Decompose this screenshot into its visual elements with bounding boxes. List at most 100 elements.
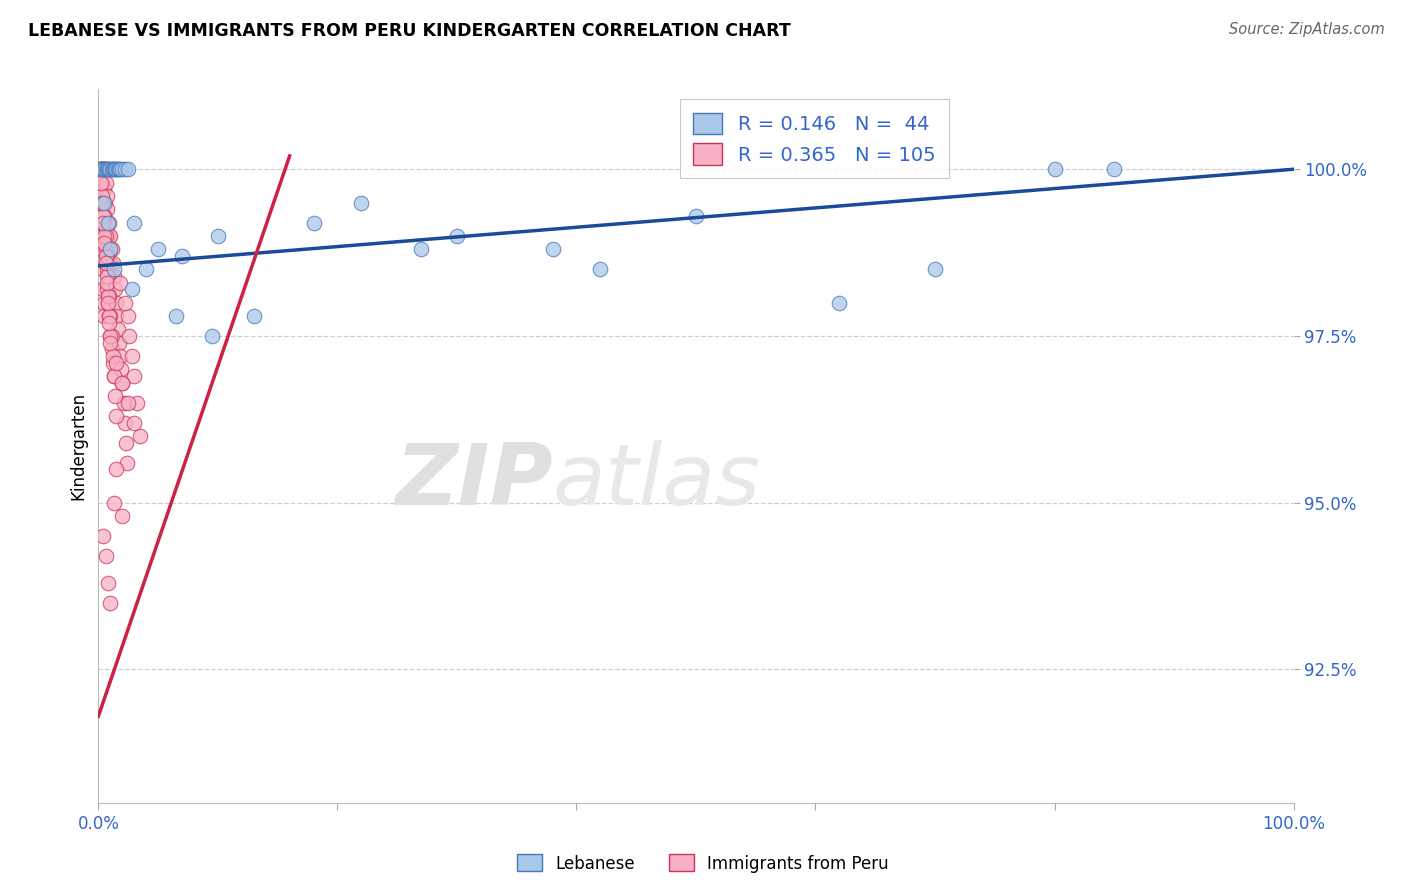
Point — [96, 262, 118, 277]
Point — [98, 242, 122, 256]
Point — [98, 162, 122, 177]
Point — [90, 176, 112, 190]
Point — [165, 309, 187, 323]
Point — [97, 295, 120, 310]
Point — [112, 395, 135, 409]
Point — [101, 162, 124, 177]
Point — [111, 509, 134, 524]
Text: ZIP: ZIP — [395, 440, 553, 524]
Point — [89, 162, 111, 177]
Point — [103, 262, 125, 277]
Point — [104, 282, 127, 296]
Point — [117, 309, 139, 323]
Point — [107, 162, 129, 177]
Point — [93, 162, 115, 177]
Point — [302, 216, 325, 230]
Point — [111, 162, 134, 177]
Point — [89, 176, 111, 190]
Point — [105, 409, 128, 423]
Point — [103, 162, 125, 177]
Point — [91, 209, 114, 223]
Point — [101, 255, 124, 269]
Point — [93, 295, 115, 310]
Point — [91, 529, 114, 543]
Point — [96, 176, 118, 190]
Legend: R = 0.146   N =  44, R = 0.365   N = 105: R = 0.146 N = 44, R = 0.365 N = 105 — [679, 99, 949, 178]
Point — [91, 216, 114, 230]
Point — [350, 195, 373, 210]
Point — [94, 222, 117, 236]
Point — [110, 362, 132, 376]
Point — [201, 329, 224, 343]
Point — [93, 209, 115, 223]
Point — [93, 309, 115, 323]
Point — [96, 162, 118, 177]
Point — [89, 195, 111, 210]
Point — [91, 195, 114, 210]
Point — [115, 435, 138, 450]
Point — [124, 216, 146, 230]
Point — [103, 368, 125, 383]
Point — [98, 309, 121, 323]
Point — [94, 162, 117, 177]
Point — [100, 343, 122, 357]
Point — [91, 162, 114, 177]
Point — [93, 228, 115, 243]
Point — [93, 162, 115, 177]
Point — [100, 162, 122, 177]
Point — [105, 162, 128, 177]
Point — [91, 189, 114, 203]
Point — [104, 389, 127, 403]
Point — [97, 289, 120, 303]
Point — [105, 295, 128, 310]
Point — [108, 276, 131, 290]
Point — [117, 162, 139, 177]
Point — [111, 376, 134, 390]
Y-axis label: Kindergarten: Kindergarten — [69, 392, 87, 500]
Point — [97, 162, 120, 177]
Point — [98, 242, 121, 256]
Point — [90, 162, 112, 177]
Point — [103, 268, 125, 283]
Point — [103, 368, 125, 383]
Point — [148, 242, 170, 256]
Point — [107, 162, 129, 177]
Point — [91, 162, 114, 177]
Point — [98, 335, 122, 350]
Point — [114, 416, 136, 430]
Point — [91, 176, 114, 190]
Point — [97, 295, 120, 310]
Point — [207, 228, 229, 243]
Point — [242, 309, 264, 323]
Point — [96, 282, 118, 296]
Point — [93, 162, 115, 177]
Point — [98, 309, 122, 323]
Text: atlas: atlas — [553, 440, 761, 524]
Point — [98, 596, 122, 610]
Point — [446, 228, 468, 243]
Point — [124, 368, 146, 383]
Point — [98, 316, 121, 330]
Point — [98, 289, 121, 303]
Point — [121, 349, 143, 363]
Point — [91, 162, 114, 177]
Text: Source: ZipAtlas.com: Source: ZipAtlas.com — [1229, 22, 1385, 37]
Point — [97, 216, 120, 230]
Point — [589, 262, 612, 277]
Point — [93, 235, 115, 250]
Point — [94, 249, 117, 263]
Point — [100, 329, 122, 343]
Point — [96, 202, 118, 217]
Point — [90, 162, 112, 177]
Point — [98, 216, 121, 230]
Point — [98, 329, 122, 343]
Point — [94, 195, 117, 210]
Point — [107, 335, 129, 350]
Point — [105, 462, 128, 476]
Point — [685, 209, 707, 223]
Point — [104, 162, 127, 177]
Point — [96, 249, 118, 263]
Point — [101, 349, 124, 363]
Point — [96, 242, 118, 256]
Point — [93, 209, 115, 223]
